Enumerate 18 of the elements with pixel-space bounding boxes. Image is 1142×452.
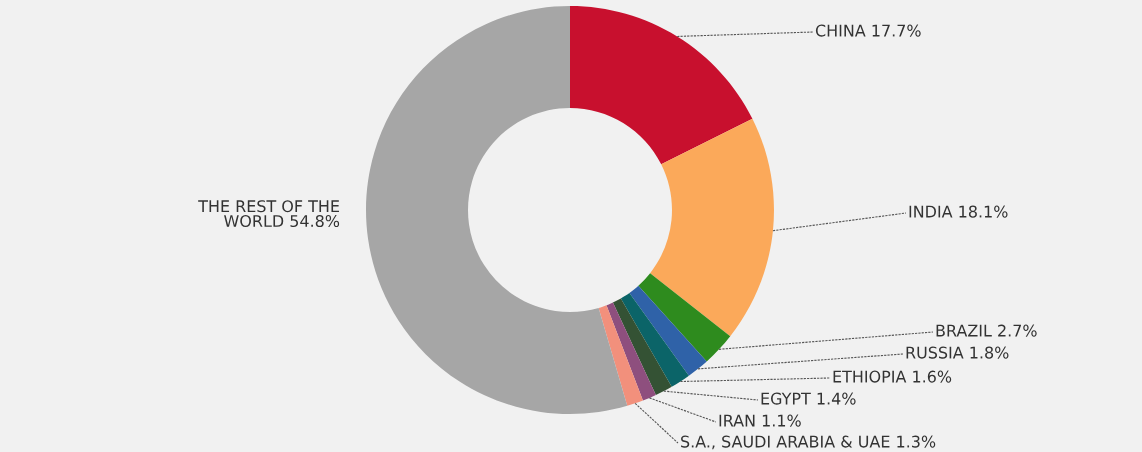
slice-label: INDIA 18.1% — [909, 205, 1008, 218]
donut-slice — [629, 285, 707, 376]
slice-label: BRAZIL 2.7% — [936, 324, 1037, 337]
slice-label: ETHIOPIA 1.6% — [833, 370, 952, 383]
donut-slice — [598, 305, 643, 406]
slice-label: EGYPT 1.4% — [761, 392, 856, 405]
donut-slice — [606, 302, 656, 401]
donut-slice — [366, 6, 628, 414]
slice-label: IRAN 1.1% — [719, 414, 801, 427]
donut-slice — [612, 298, 672, 396]
donut-slice — [620, 292, 689, 387]
donut-slice — [570, 6, 753, 165]
donut-slice — [638, 273, 731, 362]
slice-label: CHINA 17.7% — [815, 24, 921, 37]
slice-label: THE REST OF THE WORLD 54.8% — [198, 200, 340, 228]
donut-slice — [650, 118, 774, 337]
slice-label: S.A., SAUDI ARABIA & UAE 1.3% — [681, 435, 936, 450]
slice-label: RUSSIA 1.8% — [906, 346, 1009, 359]
